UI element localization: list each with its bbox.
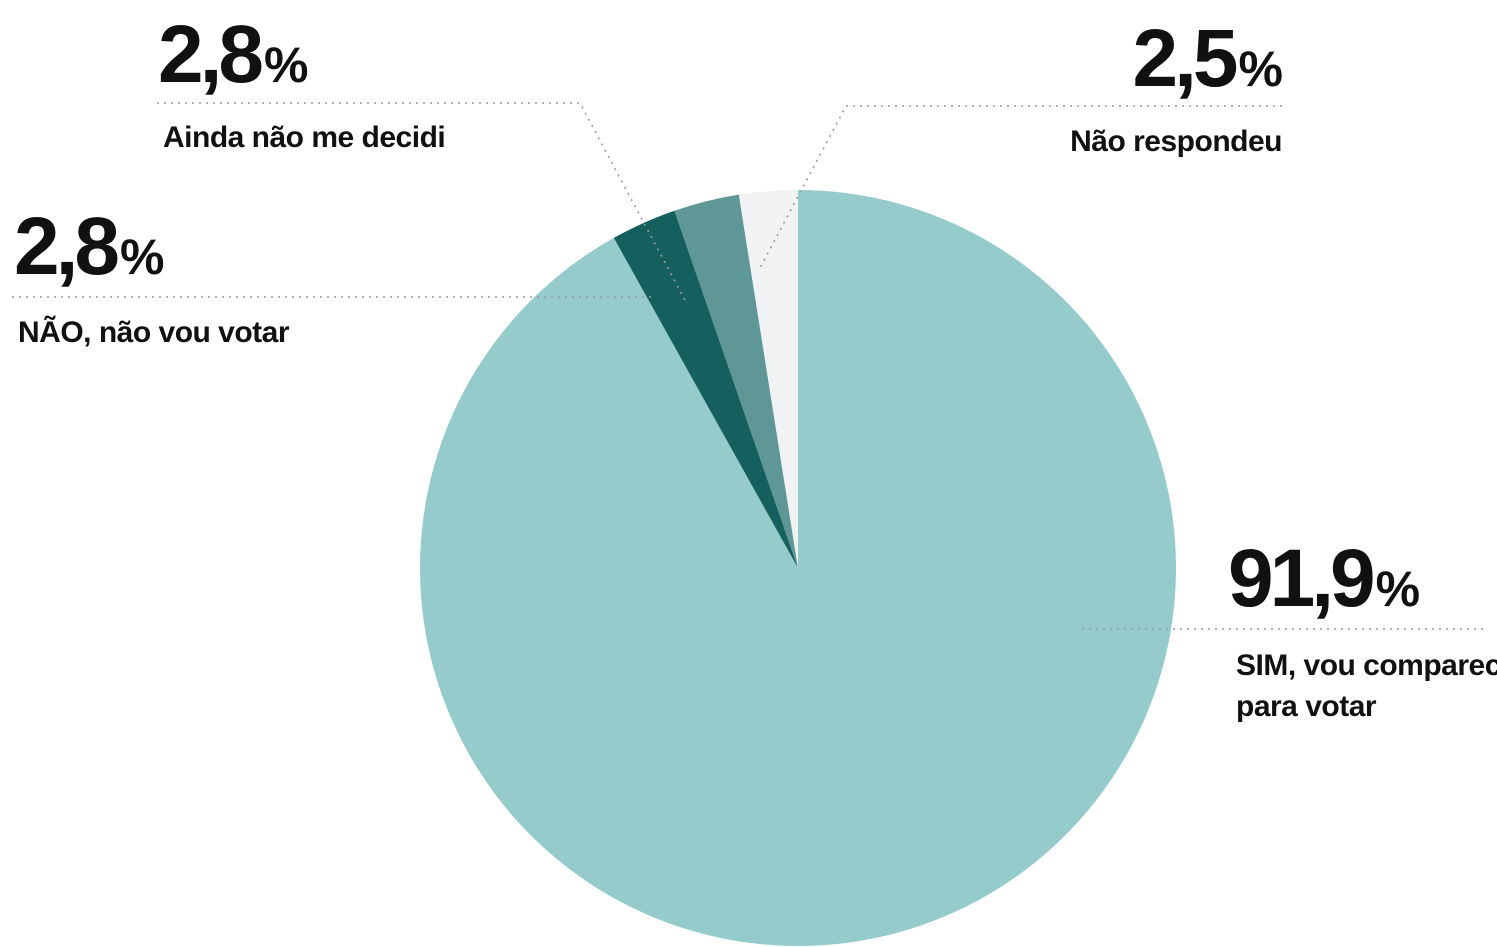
value-unit-indeciso: % — [264, 37, 308, 93]
value-label-indeciso: 2,8% — [158, 9, 308, 100]
value-label-nao-respondeu: 2,5% — [1133, 13, 1283, 104]
leader-lines — [12, 102, 1487, 630]
value-unit-sim: % — [1376, 561, 1420, 617]
category-label-nao-respondeu: Não respondeu — [1070, 125, 1282, 158]
value-number-indeciso: 2,8 — [158, 9, 262, 100]
value-number-nao: 2,8 — [14, 201, 118, 292]
category-label-indeciso: Ainda não me decidi — [163, 121, 445, 154]
value-label-sim: 91,9% — [1228, 533, 1420, 624]
slice-labels: 91,9% SIM, vou comparecer para votar 2,8% NÃ… — [14, 9, 1497, 723]
pie-slice-indeciso — [674, 194, 798, 568]
value-label-nao: 2,8% — [14, 201, 164, 292]
value-number-nao-respondeu: 2,5 — [1133, 13, 1237, 104]
category-label-nao: NÃO, não vou votar — [18, 315, 290, 349]
value-unit-nao: % — [120, 229, 164, 285]
value-unit-nao-respondeu: % — [1239, 41, 1283, 97]
leader-line-indeciso — [157, 102, 687, 303]
category-label-sim-line-2: para votar — [1236, 690, 1377, 723]
value-number-sim: 91,9 — [1228, 533, 1373, 624]
pie-slice-nao — [613, 210, 798, 568]
pie-slice-nao-respondeu — [738, 190, 798, 568]
pie-slices — [419, 190, 1176, 946]
category-label-sim-line-1: SIM, vou comparecer — [1236, 649, 1497, 682]
leader-line-nao-respondeu — [759, 105, 1282, 269]
